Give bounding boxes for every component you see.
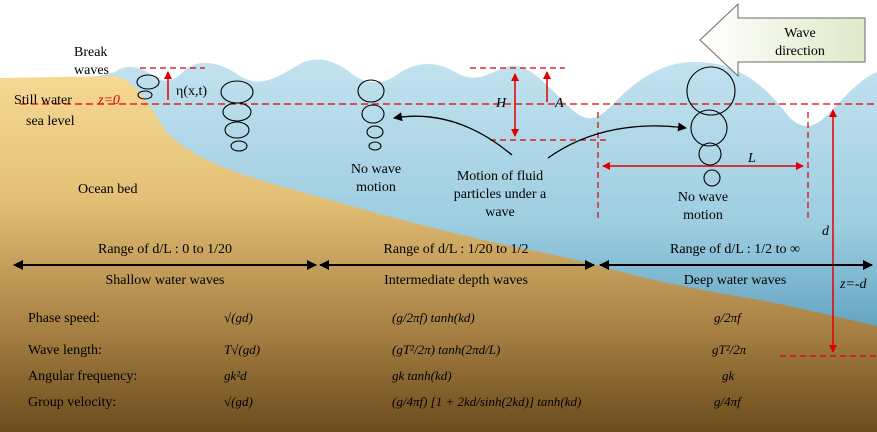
phase-speed-shallow: √(gd) [224, 310, 253, 325]
group-velocity-shallow: √(gd) [224, 394, 253, 409]
no-wave-label-1b: motion [356, 180, 396, 195]
height-label: H [495, 96, 507, 111]
orbits-deep [686, 66, 736, 187]
motion-arrow-left [393, 112, 513, 156]
intermediate-range-text: Range of d/L : 1/20 to 1/2 [384, 242, 529, 257]
z0-label: z=0 [97, 93, 120, 108]
wave-length-deep: gT²/2π [712, 342, 747, 357]
wave-direction-arrow: Wave direction [699, 2, 866, 78]
angular-frequency-intermediate: gk tanh(kd) [392, 368, 452, 383]
phase-speed-deep: g/2πf [714, 310, 743, 325]
row-label-phase-speed: Phase speed: [28, 311, 100, 326]
intermediate-name-text: Intermediate depth waves [384, 273, 528, 288]
wavelength-label: L [747, 151, 756, 166]
group-velocity-deep: g/4πf [714, 394, 743, 409]
angular-frequency-shallow: gk²d [224, 368, 247, 383]
group-velocity-intermediate: (g/4πf) [1 + 2kd/sinh(2kd)] tanh(kd) [392, 394, 581, 409]
no-wave-label-1a: No wave [351, 162, 401, 177]
eta-label: η(x,t) [176, 84, 207, 99]
deep-name-text: Deep water waves [684, 273, 787, 288]
motion-arrow-right [547, 122, 687, 159]
break-waves-label-2: waves [74, 63, 109, 78]
no-wave-label-2a: No wave [678, 190, 728, 205]
orbits-intermediate [357, 79, 385, 151]
row-label-group-velocity: Group velocity: [28, 395, 116, 410]
shallow-name-text: Shallow water waves [106, 273, 225, 288]
shallow-range-text: Range of d/L : 0 to 1/20 [98, 242, 232, 257]
no-wave-label-2b: motion [683, 208, 723, 223]
row-label-angular-frequency: Angular frequency: [28, 369, 137, 384]
motion-label-1: Motion of fluid [457, 169, 543, 184]
sea-bed [0, 76, 877, 432]
orbits-break [136, 74, 160, 100]
phase-speed-intermediate: (g/2πf) tanh(kd) [392, 310, 475, 325]
break-waves-label-1: Break [74, 45, 107, 60]
wave-length-shallow: T√(gd) [224, 342, 260, 357]
row-label-wave-length: Wave length: [28, 343, 102, 358]
amplitude-label: A [554, 96, 564, 111]
wave-direction-label-2: direction [775, 44, 825, 59]
motion-label-3: wave [485, 205, 515, 220]
still-water-label-1: Still water [14, 93, 72, 108]
still-water-label-2: sea level [26, 114, 75, 129]
z-minus-d-label: z=-d [839, 277, 868, 292]
depth-label: d [822, 224, 830, 239]
wave-direction-label-1: Wave [784, 26, 816, 41]
motion-label-2: particles under a [454, 187, 547, 202]
formula-table: Phase speed: √(gd) (g/2πf) tanh(kd) g/2π… [28, 310, 747, 410]
angular-frequency-deep: gk [722, 368, 735, 383]
wave-length-intermediate: (gT²/2π) tanh(2πd/L) [392, 342, 500, 357]
deep-range-text: Range of d/L : 1/2 to ∞ [670, 242, 800, 257]
ocean-bed-label: Ocean bed [78, 182, 137, 197]
orbits-shallow [220, 80, 254, 152]
